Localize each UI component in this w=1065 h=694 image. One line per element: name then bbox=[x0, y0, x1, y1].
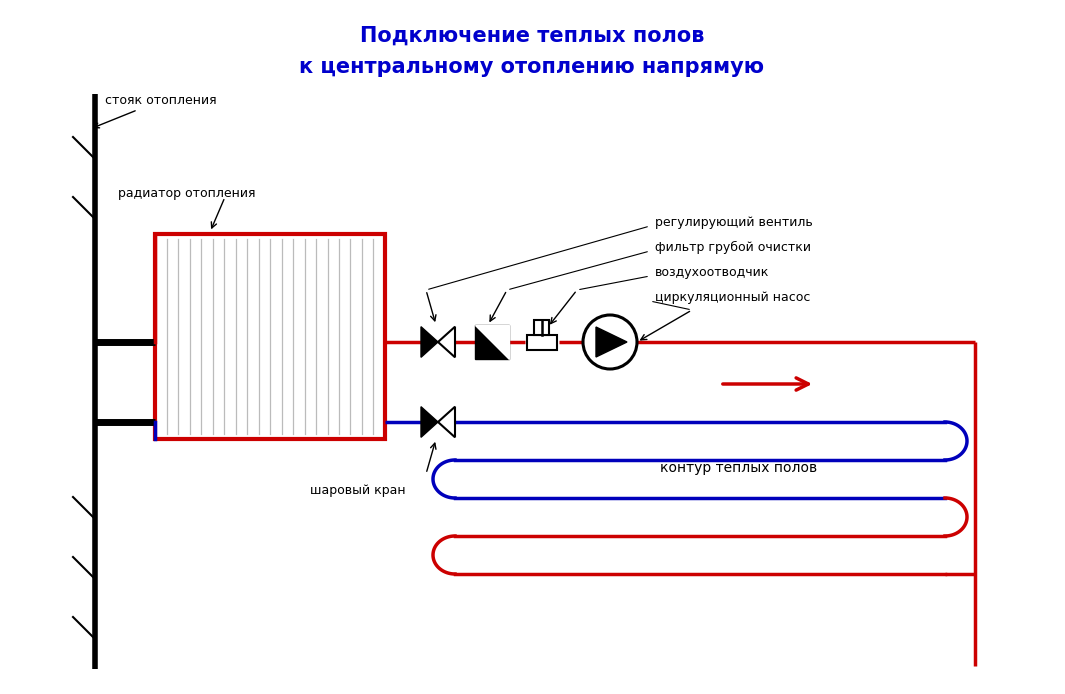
Polygon shape bbox=[475, 325, 509, 359]
Circle shape bbox=[583, 315, 637, 369]
Bar bbox=[155, 234, 386, 439]
Bar bbox=[527, 335, 557, 350]
Text: к центральному отоплению напрямую: к центральному отоплению напрямую bbox=[299, 57, 765, 77]
Text: шаровый кран: шаровый кран bbox=[310, 484, 406, 497]
Text: радиатор отопления: радиатор отопления bbox=[118, 187, 256, 201]
Text: воздухоотводчик: воздухоотводчик bbox=[655, 266, 769, 279]
Text: регулирующий вентиль: регулирующий вентиль bbox=[655, 216, 813, 229]
Text: Подключение теплых полов: Подключение теплых полов bbox=[360, 26, 704, 46]
Text: фильтр грубой очистки: фильтр грубой очистки bbox=[655, 241, 812, 254]
Text: циркуляционный насос: циркуляционный насос bbox=[655, 291, 810, 304]
Polygon shape bbox=[596, 327, 627, 357]
Bar bbox=[475, 325, 509, 359]
Polygon shape bbox=[421, 407, 438, 437]
Text: контур теплых полов: контур теплых полов bbox=[660, 461, 817, 475]
Polygon shape bbox=[421, 327, 438, 357]
Polygon shape bbox=[438, 407, 455, 437]
Polygon shape bbox=[438, 327, 455, 357]
Bar bbox=[535, 319, 550, 335]
Text: стояк отопления: стояк отопления bbox=[94, 94, 216, 128]
